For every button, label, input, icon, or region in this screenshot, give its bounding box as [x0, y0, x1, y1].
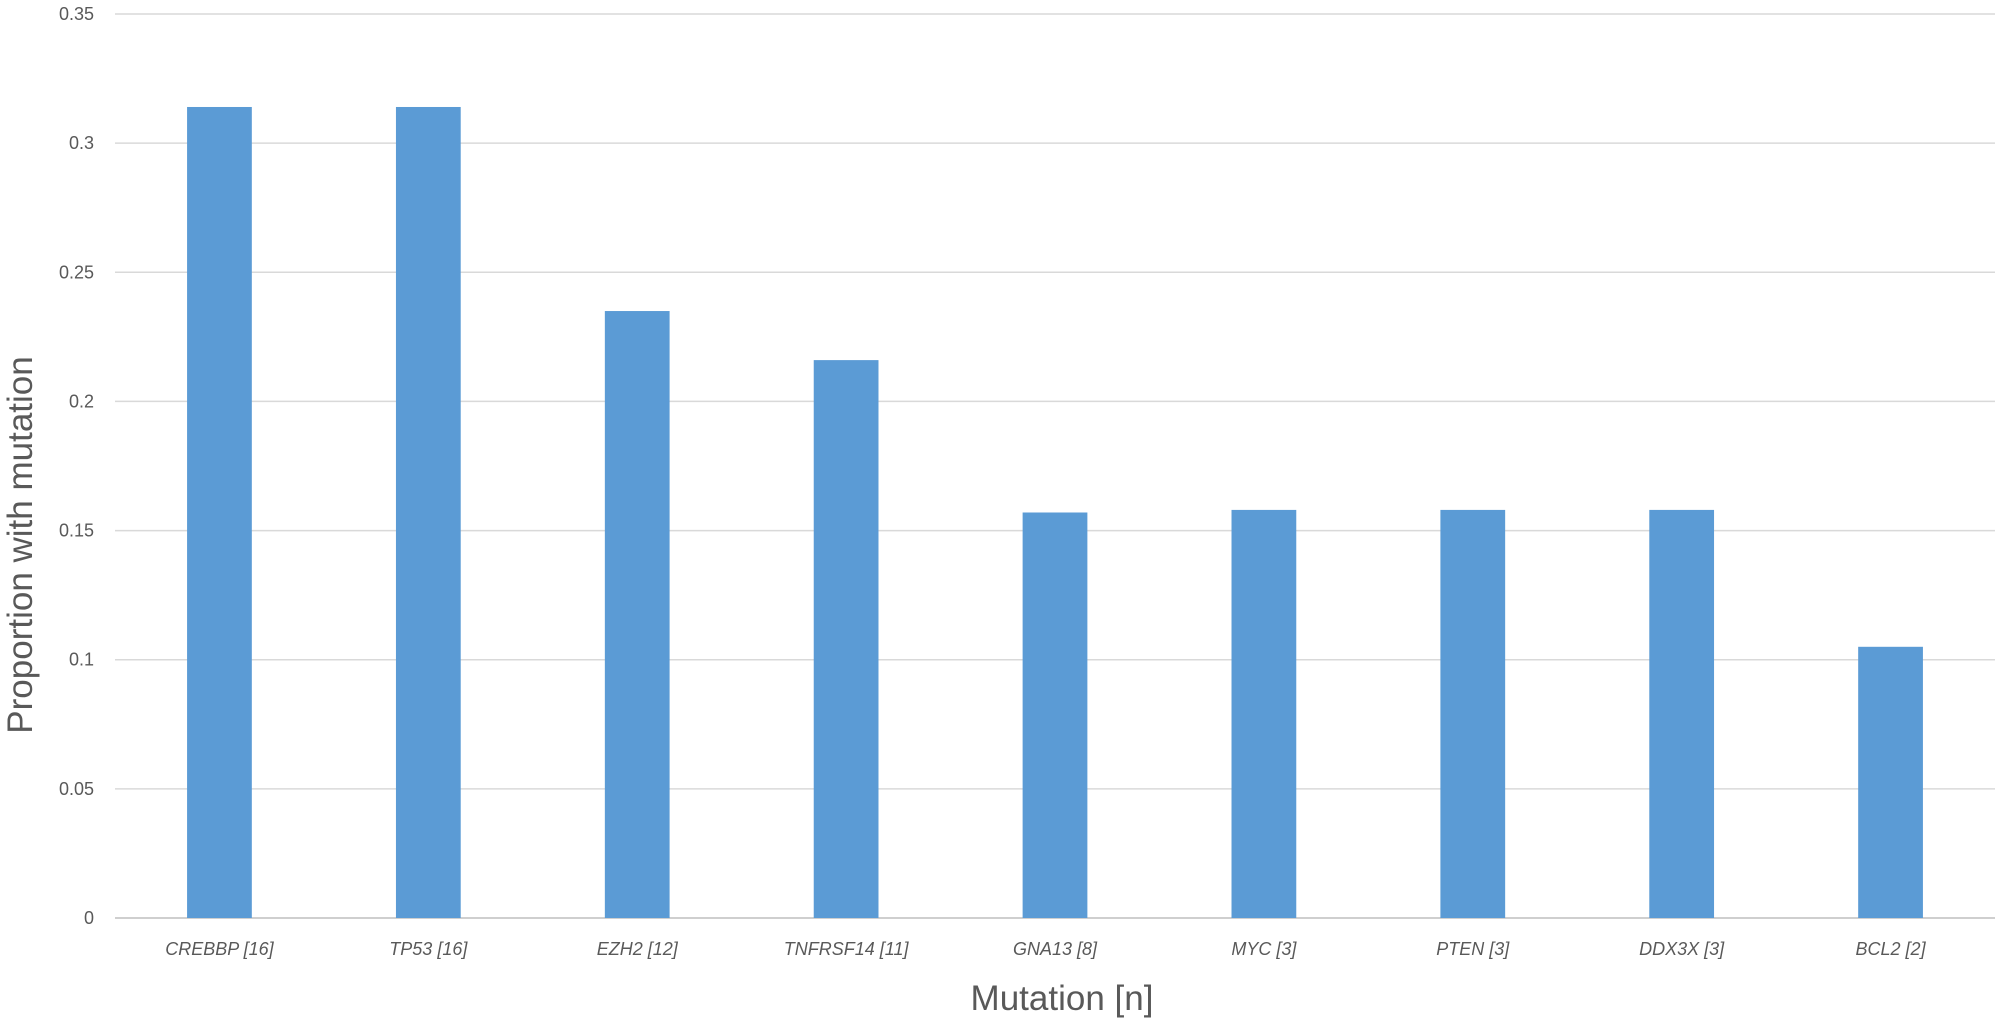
x-axis-title: Mutation [n] [971, 979, 1154, 1018]
x-tick-label: GNA13 [8] [1013, 939, 1098, 959]
bar [1649, 509, 1715, 918]
bars [187, 106, 1923, 919]
x-tick-label: CREBBP [16] [165, 939, 274, 959]
y-tick-label: 0.25 [59, 262, 94, 282]
x-tick-label: PTEN [3] [1436, 939, 1510, 959]
x-tick-label: MYC [3] [1231, 939, 1297, 959]
y-axis-tick-labels: 0 0.05 0.1 0.15 0.2 0.25 0.3 0.35 [59, 4, 94, 928]
y-tick-label: 0.35 [59, 4, 94, 24]
y-tick-label: 0.3 [69, 133, 94, 153]
bar [1231, 509, 1297, 918]
y-tick-label: 0.1 [69, 650, 94, 670]
y-axis-title: Proportion with mutation [1, 356, 40, 733]
bar [813, 360, 879, 918]
bar [187, 106, 252, 919]
bar [604, 311, 670, 918]
y-tick-label: 0.05 [59, 779, 94, 799]
bar [1440, 509, 1506, 918]
x-tick-label: EZH2 [12] [597, 939, 679, 959]
bar [1858, 646, 1923, 918]
bar [1022, 512, 1088, 918]
x-tick-label: TNFRSF14 [11] [784, 939, 910, 959]
y-tick-label: 0 [84, 908, 94, 928]
bar [395, 106, 461, 919]
x-tick-label: TP53 [16] [389, 939, 468, 959]
x-tick-label: DDX3X [3] [1639, 939, 1725, 959]
y-tick-label: 0.15 [59, 521, 94, 541]
y-tick-label: 0.2 [69, 391, 94, 411]
x-tick-label: BCL2 [2] [1856, 939, 1927, 959]
x-axis-tick-labels: CREBBP [16] TP53 [16] EZH2 [12] TNFRSF14 [1… [165, 939, 1926, 959]
